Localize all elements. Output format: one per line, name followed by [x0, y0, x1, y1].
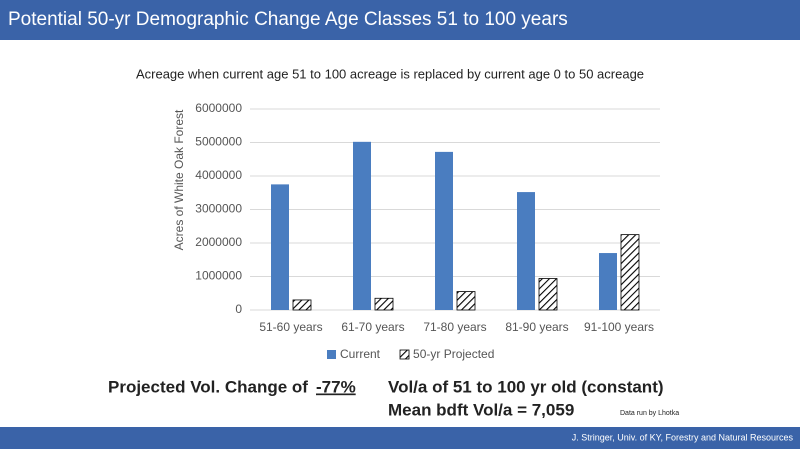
y-tick-label: 4000000 — [195, 168, 242, 182]
title-bar — [0, 0, 800, 40]
footer-bar — [0, 427, 800, 449]
x-tick-label: 71-80 years — [423, 320, 486, 334]
x-tick-label: 51-60 years — [259, 320, 322, 334]
bar — [435, 151, 453, 310]
bar — [271, 184, 289, 310]
chart-title: Acreage when current age 51 to 100 acrea… — [136, 66, 644, 81]
bar — [353, 141, 371, 310]
y-tick-label: 3000000 — [195, 202, 242, 216]
y-tick-label: 5000000 — [195, 135, 242, 149]
y-tick-label: 2000000 — [195, 235, 242, 249]
bar — [456, 291, 476, 311]
y-tick-label: 0 — [235, 302, 242, 316]
footer: J. Stringer, Univ. of KY, Forestry and N… — [572, 432, 794, 442]
bar — [599, 253, 617, 310]
bar — [620, 234, 640, 311]
y-axis-label: Acres of White Oak Forest — [172, 109, 186, 250]
bar — [538, 278, 558, 311]
x-tick-label: 61-70 years — [341, 320, 404, 334]
bar — [292, 299, 312, 311]
legend-label: Current — [340, 347, 381, 361]
credit: Data run by Lhotka — [620, 410, 679, 417]
vol-note: Vol/a of 51 to 100 yr old (constant) — [388, 377, 664, 396]
legend-swatch — [399, 349, 410, 360]
y-tick-label: 1000000 — [195, 269, 242, 283]
bar — [374, 297, 394, 311]
change-value: -77% — [316, 377, 356, 396]
legend-label: 50-yr Projected — [413, 347, 494, 361]
y-tick-label: 6000000 — [195, 101, 242, 115]
change-label: Projected Vol. Change of — [108, 377, 308, 396]
x-tick-label: 81-90 years — [505, 320, 568, 334]
legend-swatch — [327, 350, 336, 359]
x-tick-label: 91-100 years — [584, 320, 654, 334]
bar — [517, 192, 535, 310]
mean-note: Mean bdft Vol/a = 7,059 — [388, 400, 574, 419]
slide-title: Potential 50-yr Demographic Change Age C… — [8, 9, 568, 30]
